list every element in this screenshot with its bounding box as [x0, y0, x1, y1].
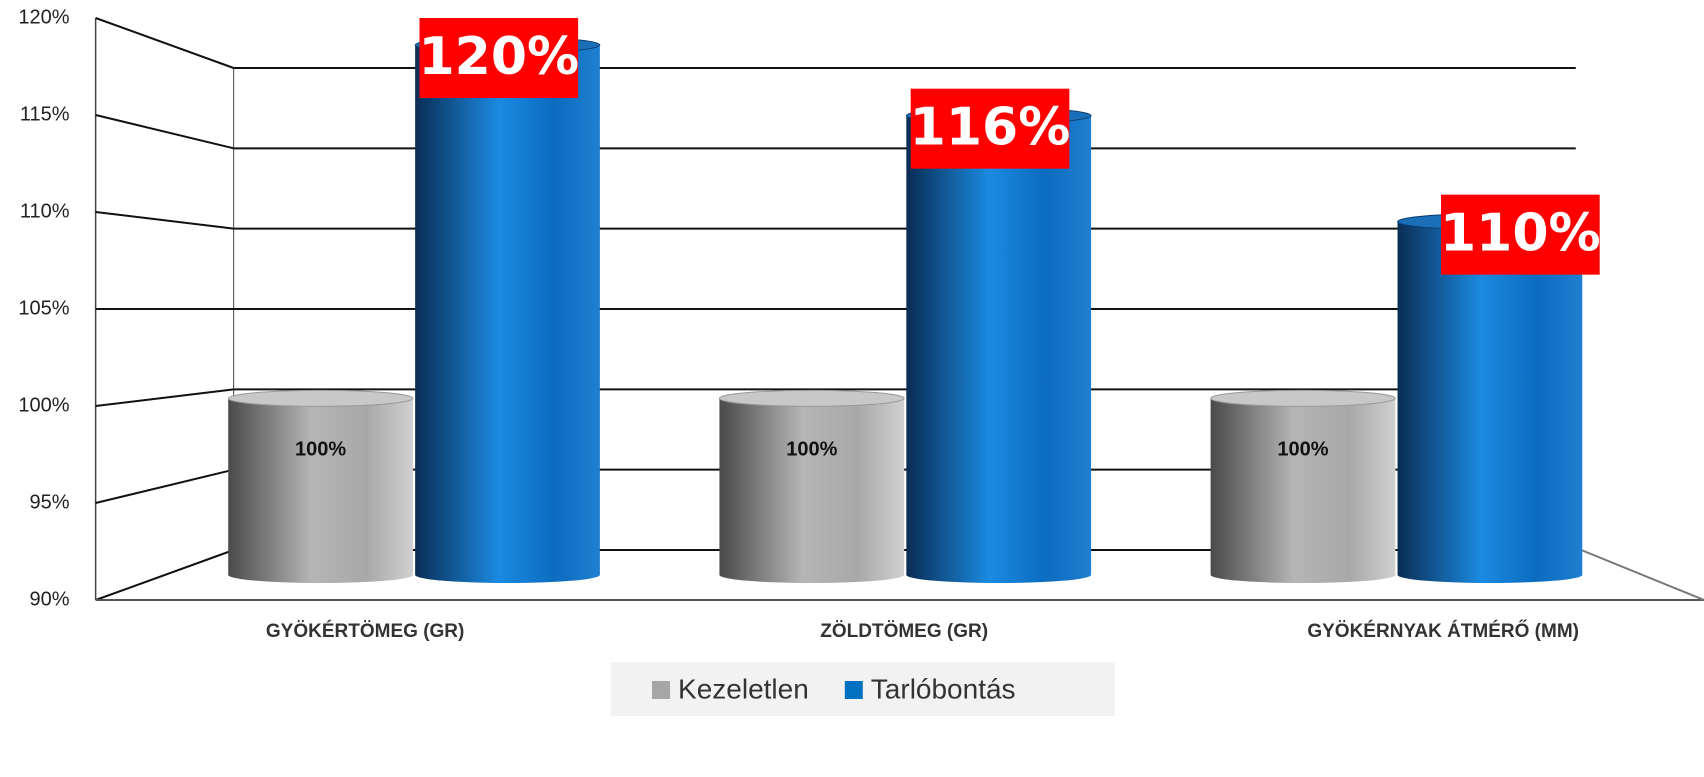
- data-label-box: [1441, 194, 1600, 275]
- bar: [414, 36, 601, 583]
- bar-top: [227, 389, 414, 407]
- bar: [718, 389, 905, 583]
- bar-top: [1210, 389, 1396, 407]
- floor-side: [1580, 549, 1704, 601]
- legend-swatch: [844, 681, 863, 699]
- tick-diagonal: [95, 114, 234, 150]
- bar-body: [415, 45, 600, 575]
- data-label-box: [910, 88, 1070, 169]
- x-tick-label: ZÖLDTÖMEG (GR): [820, 621, 988, 642]
- tick-diagonal: [95, 468, 234, 504]
- legend-label: Kezeletlen: [678, 673, 809, 704]
- bar-body: [228, 398, 413, 575]
- data-label: 116%: [910, 98, 1071, 158]
- bar: [905, 107, 1092, 583]
- y-tick-label: 110%: [20, 200, 70, 222]
- y-tick-label: 120%: [18, 6, 69, 28]
- bar-top: [718, 389, 905, 407]
- tick-diagonal: [95, 17, 234, 69]
- legend-label: Tarlóbontás: [871, 673, 1016, 704]
- legend-box: [610, 662, 1115, 716]
- bar: [1210, 389, 1396, 583]
- data-label: 100%: [786, 439, 837, 461]
- y-tick-label: 100%: [18, 394, 69, 416]
- x-tick-label: GYÖKÉRNYAK ÁTMÉRŐ (MM): [1307, 620, 1579, 642]
- bar-body: [1210, 398, 1396, 575]
- tick-diagonal: [95, 211, 234, 230]
- y-tick-label: 95%: [30, 491, 70, 513]
- data-label: 100%: [1277, 439, 1328, 461]
- tick-diagonal: [95, 388, 234, 407]
- data-label: 120%: [418, 27, 579, 87]
- data-label: 110%: [1440, 204, 1601, 264]
- bar-body: [1397, 221, 1583, 575]
- bar-body: [719, 398, 905, 575]
- y-tick-label: 90%: [30, 588, 70, 610]
- data-label-box: [419, 18, 579, 98]
- tick-diagonal: [95, 549, 234, 601]
- x-tick-label: GYÖKÉRTÖMEG (GR): [266, 620, 464, 642]
- y-tick-label: 105%: [18, 297, 69, 319]
- y-tick-label: 115%: [20, 103, 70, 125]
- bar-body: [906, 115, 1092, 576]
- bar: [227, 389, 414, 583]
- legend-swatch: [652, 681, 671, 699]
- data-label: 100%: [295, 439, 346, 461]
